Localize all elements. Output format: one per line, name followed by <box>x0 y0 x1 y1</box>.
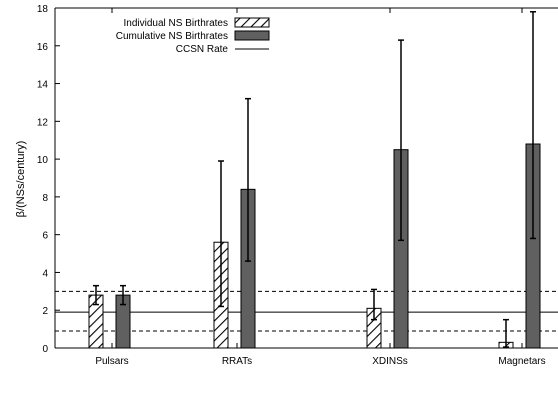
tick-labels: 0 2 4 6 8 10 12 14 16 18 Pulsars RRATs XDINSs Magneta… <box>37 4 546 367</box>
y-axis-label: β/(NSs/century) <box>15 141 27 218</box>
x-tick-label: Pulsars <box>95 356 128 367</box>
y-tick-label: 2 <box>42 306 48 317</box>
y-tick-label: 14 <box>37 80 49 91</box>
y-tick-label: 12 <box>37 117 49 128</box>
legend: Individual NS Birthrates Cumulative NS Bi… <box>116 17 270 55</box>
legend-swatch-hatched <box>234 17 270 28</box>
legend-label: Cumulative NS Birthrates <box>116 31 228 42</box>
y-tick-label: 10 <box>37 155 49 166</box>
x-tick-label: XDINSs <box>372 356 408 367</box>
y-tick-label: 8 <box>42 193 48 204</box>
legend-swatch-solid <box>234 30 270 41</box>
y-tick-label: 4 <box>42 268 48 279</box>
legend-label: Individual NS Birthrates <box>124 18 229 29</box>
y-tick-label: 0 <box>42 344 48 355</box>
ccsn-rate-lines <box>55 290 558 332</box>
bars <box>88 11 541 349</box>
x-tick-label: Magnetars <box>498 356 545 367</box>
legend-label: CCSN Rate <box>176 44 229 55</box>
x-tick-label: RRATs <box>222 356 252 367</box>
y-tick-label: 16 <box>37 42 49 53</box>
y-tick-label: 18 <box>37 4 49 15</box>
y-tick-label: 6 <box>42 231 48 242</box>
